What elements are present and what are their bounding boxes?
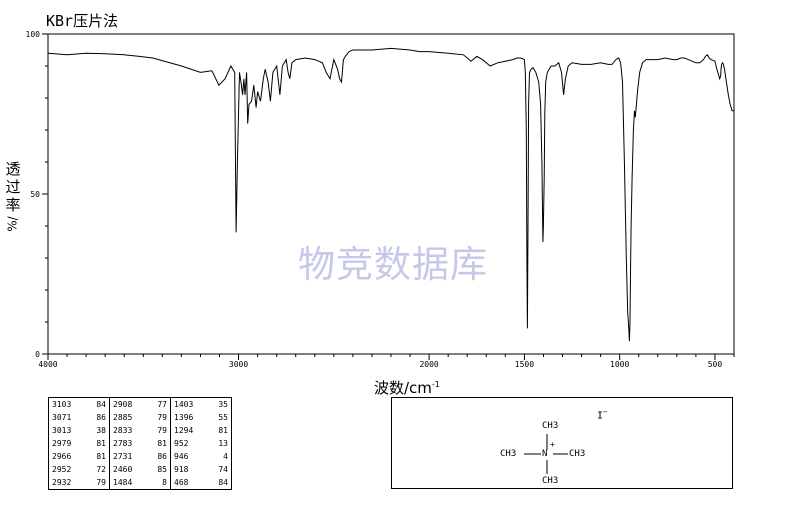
peak-transmittance: 74 (218, 465, 228, 474)
peak-transmittance: 38 (85, 424, 110, 437)
table-row: 3071 86 2885 79 1396 55 (49, 411, 232, 424)
iodide-charge: − (603, 408, 608, 416)
structure-bonds (524, 434, 568, 474)
table-row: 2952 72 2460 85 918 74 (49, 463, 232, 476)
table-row: 2979 81 2783 81 952 13 (49, 437, 232, 450)
peak-transmittance: 81 (146, 437, 171, 450)
peak-transmittance: 35 (218, 400, 228, 409)
ir-spectrum-chart: 4000 3000 2000 1500 1000 500 0 50 100 (26, 30, 735, 369)
x-tick-label: 500 (708, 360, 723, 369)
peak-transmittance: 81 (85, 450, 110, 463)
x-tick-label: 1000 (610, 360, 629, 369)
peak-wavenumber: 952 (174, 439, 189, 448)
y-axis-label-char-3: 率 (5, 196, 21, 214)
peak-transmittance: 79 (146, 424, 171, 437)
axis-tick-labels: 4000 3000 2000 1500 1000 500 0 50 100 (26, 30, 723, 369)
peak-transmittance: 85 (146, 463, 171, 476)
x-tick-label: 1500 (515, 360, 534, 369)
peak-wavenumber: 2952 (52, 465, 72, 474)
peak-transmittance: 86 (146, 450, 171, 463)
peak-wavenumber: 918 (174, 465, 189, 474)
peak-transmittance: 8 (146, 476, 171, 490)
peak-wavenumber: 1403 (174, 400, 194, 409)
plot-frame (47, 33, 735, 355)
peak-wavenumber: 2731 (113, 452, 133, 461)
y-axis-label-char-2: 过 (5, 178, 21, 196)
x-tick-label: 2000 (419, 360, 438, 369)
peak-wavenumber: 2833 (113, 426, 133, 435)
peak-wavenumber: 468 (174, 478, 189, 487)
peak-wavenumber: 946 (174, 452, 189, 461)
peak-transmittance: 55 (218, 413, 228, 422)
iodide-ion: I− (597, 408, 607, 421)
y-tick-label: 0 (35, 350, 40, 359)
y-axis-label: 透 过 率 %/ (4, 160, 22, 233)
structure-box: I− CH3 CH3 N + CH3 CH3 (391, 397, 733, 489)
x-axis-label-superscript: -1 (431, 380, 440, 389)
peak-wavenumber: 2885 (113, 413, 133, 422)
iodide-symbol: I (597, 410, 604, 422)
peak-wavenumber: 3071 (52, 413, 72, 422)
y-axis-label-char-1: 透 (5, 160, 21, 178)
peak-wavenumber: 3103 (52, 400, 72, 409)
axis-ticks (42, 33, 735, 360)
peak-wavenumber: 2966 (52, 452, 72, 461)
peak-wavenumber: 3013 (52, 426, 72, 435)
peak-wavenumber: 2908 (113, 400, 133, 409)
y-tick-label: 50 (30, 190, 40, 199)
nitrogen-atom: N (542, 449, 548, 459)
chart-title: KBr压片法 (46, 12, 119, 30)
watermark: 物竞数据库 (298, 243, 488, 286)
table-row: 3103 84 2908 77 1403 35 (49, 397, 232, 411)
peak-wavenumber: 2979 (52, 439, 72, 448)
peak-transmittance: 79 (146, 411, 171, 424)
x-tick-label: 4000 (38, 360, 57, 369)
x-axis-label: 波数/cm-1 (374, 377, 440, 398)
table-row: 2966 81 2731 86 946 4 (49, 450, 232, 463)
peak-transmittance: 84 (85, 397, 110, 411)
peak-wavenumber: 1484 (113, 478, 133, 487)
peak-transmittance: 81 (85, 437, 110, 450)
methyl-bottom: CH3 (542, 476, 559, 486)
x-axis-label-text: 波数/cm (374, 379, 432, 397)
peak-transmittance: 4 (223, 452, 228, 461)
table-row: 2932 79 1484 8 468 84 (49, 476, 232, 490)
peak-wavenumber: 1294 (174, 426, 194, 435)
peak-transmittance: 72 (85, 463, 110, 476)
peak-wavenumber: 2783 (113, 439, 133, 448)
peak-transmittance: 13 (218, 439, 228, 448)
methyl-top: CH3 (542, 421, 559, 431)
y-tick-label: 100 (26, 30, 41, 39)
peak-transmittance: 77 (146, 397, 171, 411)
methyl-right: CH3 (569, 449, 586, 459)
nitrogen-charge: + (550, 440, 555, 449)
peak-table: 3103 84 2908 77 1403 35 3071 86 2885 79 1396 55 3013… (48, 397, 232, 490)
transmittance-trace (47, 47, 734, 342)
methyl-left: CH3 (500, 449, 517, 459)
peak-transmittance: 81 (218, 426, 228, 435)
x-tick-label: 3000 (229, 360, 248, 369)
table-row: 3013 38 2833 79 1294 81 (49, 424, 232, 437)
peak-transmittance: 84 (218, 478, 228, 487)
peak-wavenumber: 2460 (113, 465, 133, 474)
peak-wavenumber: 1396 (174, 413, 194, 422)
peak-transmittance: 86 (85, 411, 110, 424)
peak-wavenumber: 2932 (52, 478, 72, 487)
peak-transmittance: 79 (85, 476, 110, 490)
